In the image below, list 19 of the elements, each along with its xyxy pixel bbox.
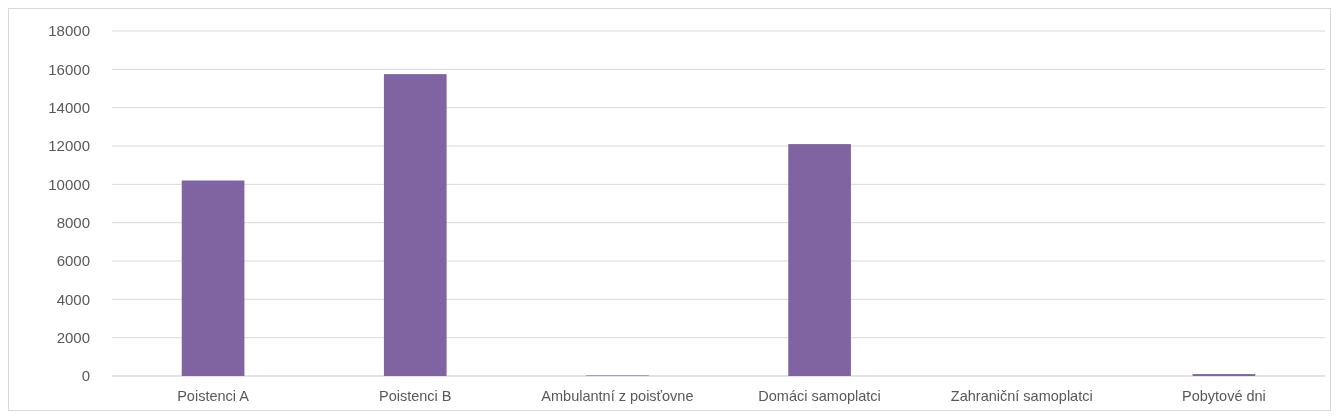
x-tick-label: Pobytové dni: [1181, 388, 1266, 404]
x-tick-label: Poistenci A: [177, 388, 250, 404]
x-tick-label: Zahraniční samoplatci: [950, 388, 1093, 404]
x-tick-label: Domáci samoplatci: [758, 388, 881, 404]
y-tick-label: 4000: [56, 290, 90, 308]
y-tick-label: 2000: [56, 328, 90, 346]
bar: [383, 74, 447, 376]
y-tick-label: 12000: [48, 137, 90, 155]
y-tick-label: 16000: [48, 60, 90, 78]
x-tick-label: Ambulantní z poisťovne: [541, 388, 694, 404]
y-tick-label: 18000: [48, 22, 90, 40]
y-tick-label: 6000: [56, 252, 90, 270]
bar: [181, 180, 245, 376]
y-tick-label: 10000: [48, 175, 90, 193]
bar: [788, 144, 851, 376]
y-tick-label: 14000: [48, 98, 90, 116]
x-tick-label: Poistenci B: [378, 388, 452, 404]
y-tick-label: 0: [81, 367, 90, 385]
y-tick-label: 8000: [56, 213, 90, 231]
